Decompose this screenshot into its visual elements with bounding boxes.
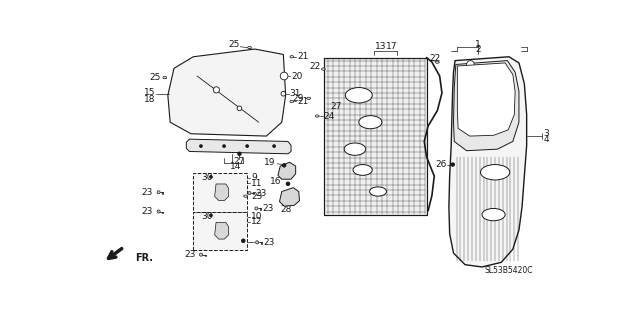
Text: 18: 18 <box>144 95 156 104</box>
Ellipse shape <box>346 87 372 103</box>
Ellipse shape <box>359 116 382 129</box>
Text: 21: 21 <box>297 52 308 61</box>
Text: 27: 27 <box>234 157 245 166</box>
Polygon shape <box>278 162 296 179</box>
Circle shape <box>281 92 285 96</box>
Text: 29: 29 <box>292 94 303 103</box>
Text: 4: 4 <box>543 135 549 144</box>
Bar <box>193 173 247 211</box>
Text: 25: 25 <box>150 73 161 82</box>
Ellipse shape <box>248 46 252 49</box>
Text: 28: 28 <box>280 205 291 214</box>
Circle shape <box>223 145 225 147</box>
Polygon shape <box>458 63 515 136</box>
Text: 16: 16 <box>270 177 282 186</box>
Ellipse shape <box>290 100 294 103</box>
Polygon shape <box>454 61 519 151</box>
Circle shape <box>283 164 285 167</box>
Text: 23: 23 <box>251 192 262 201</box>
Circle shape <box>237 106 242 111</box>
Ellipse shape <box>344 143 365 155</box>
Text: 14: 14 <box>230 162 241 171</box>
Circle shape <box>218 187 223 192</box>
Circle shape <box>157 210 160 213</box>
Ellipse shape <box>481 165 509 180</box>
Circle shape <box>238 152 241 155</box>
Text: 17: 17 <box>386 42 397 51</box>
Circle shape <box>255 207 258 210</box>
Bar <box>324 57 426 215</box>
Ellipse shape <box>290 56 294 58</box>
Text: 13: 13 <box>374 42 386 51</box>
Text: 30: 30 <box>201 211 212 221</box>
Text: 3: 3 <box>543 129 549 138</box>
Circle shape <box>218 231 223 236</box>
Text: 24: 24 <box>323 112 335 121</box>
Polygon shape <box>449 57 527 267</box>
Text: 22: 22 <box>309 62 320 71</box>
Ellipse shape <box>244 195 248 197</box>
Polygon shape <box>214 222 228 239</box>
Ellipse shape <box>482 208 505 221</box>
Text: 30: 30 <box>201 173 212 182</box>
Circle shape <box>246 145 248 147</box>
Circle shape <box>210 214 212 217</box>
Ellipse shape <box>316 115 319 117</box>
Polygon shape <box>168 49 285 136</box>
Circle shape <box>218 192 223 198</box>
Ellipse shape <box>353 165 372 175</box>
Text: 10: 10 <box>251 211 262 221</box>
Ellipse shape <box>435 61 439 63</box>
Text: 21: 21 <box>297 97 308 106</box>
Circle shape <box>218 225 223 231</box>
Circle shape <box>273 145 275 147</box>
Text: SL53B5420C: SL53B5420C <box>484 265 533 275</box>
Ellipse shape <box>163 76 166 79</box>
Ellipse shape <box>307 97 310 100</box>
Text: 19: 19 <box>264 158 276 167</box>
Text: 11: 11 <box>251 179 262 188</box>
Text: 23: 23 <box>263 238 275 247</box>
Text: 23: 23 <box>184 250 196 259</box>
Text: 23: 23 <box>142 188 153 197</box>
Circle shape <box>200 253 202 256</box>
Text: 23: 23 <box>255 189 267 197</box>
Text: 1: 1 <box>476 40 481 49</box>
Circle shape <box>280 72 288 80</box>
Text: 12: 12 <box>251 217 262 226</box>
Polygon shape <box>214 184 228 201</box>
Circle shape <box>287 182 289 185</box>
Circle shape <box>242 239 245 242</box>
Polygon shape <box>186 139 291 154</box>
Bar <box>324 57 426 215</box>
Text: 26: 26 <box>435 160 447 169</box>
Circle shape <box>467 61 474 68</box>
Text: 20: 20 <box>291 71 303 80</box>
Text: 9: 9 <box>251 173 257 182</box>
Polygon shape <box>280 188 300 206</box>
Text: FR.: FR. <box>136 253 154 263</box>
Circle shape <box>210 176 212 178</box>
Ellipse shape <box>369 187 387 196</box>
Text: 27: 27 <box>330 102 341 111</box>
Text: 31: 31 <box>289 89 301 98</box>
Text: 2: 2 <box>476 45 481 54</box>
Circle shape <box>248 191 251 195</box>
Bar <box>193 211 247 250</box>
Circle shape <box>200 145 202 147</box>
Text: 22: 22 <box>429 54 441 63</box>
Text: 15: 15 <box>144 88 156 97</box>
Text: 23: 23 <box>142 207 153 216</box>
Circle shape <box>255 241 259 244</box>
Text: 25: 25 <box>228 40 239 49</box>
Circle shape <box>451 163 454 166</box>
Circle shape <box>213 87 220 93</box>
Text: 23: 23 <box>262 204 274 213</box>
Circle shape <box>157 191 160 194</box>
Ellipse shape <box>321 68 325 70</box>
